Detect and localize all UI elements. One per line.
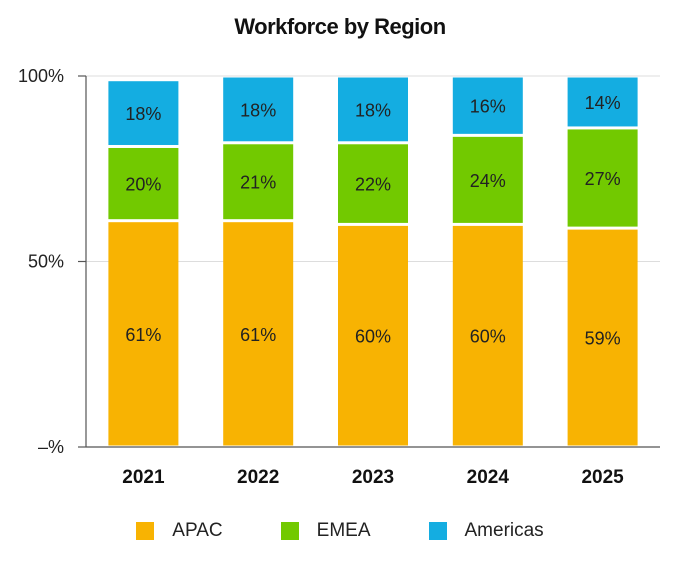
x-tick-label-2025: 2025 (581, 467, 624, 488)
bar-emea-2023 (338, 144, 408, 223)
x-tick-label-2023: 2023 (352, 467, 394, 488)
legend-swatch-apac (136, 522, 155, 540)
bar-americas-2025 (567, 77, 638, 127)
data-label-emea-2022: 21% (240, 173, 276, 193)
data-label-apac-2022: 61% (240, 325, 276, 345)
legend-item-apac: APAC (136, 520, 223, 542)
data-label-apac-2025: 59% (585, 329, 621, 349)
legend-swatch-americas (428, 522, 447, 540)
x-tick-label-2021: 2021 (122, 467, 165, 488)
data-label-americas-2022: 18% (240, 100, 276, 120)
legend-label-apac: APAC (172, 520, 223, 541)
y-tick-label: 100% (18, 66, 64, 86)
bar-americas-2024 (452, 77, 523, 134)
bar-apac-2022 (223, 222, 294, 446)
chart-title: Workforce by Region (234, 14, 446, 39)
legend-label-emea: EMEA (316, 520, 371, 541)
data-label-americas-2023: 18% (355, 100, 391, 120)
legend-item-emea: EMEA (280, 520, 371, 542)
bar-apac-2025 (567, 229, 638, 446)
y-tick-label: 50% (28, 252, 64, 272)
bar-americas-2022 (223, 77, 294, 142)
bar-americas-2023 (338, 77, 408, 142)
bar-emea-2024 (452, 136, 523, 223)
data-label-emea-2023: 22% (355, 175, 391, 195)
data-label-apac-2023: 60% (355, 327, 391, 347)
data-label-americas-2021: 18% (125, 104, 161, 124)
data-label-emea-2025: 27% (585, 169, 621, 189)
data-label-americas-2024: 16% (470, 97, 506, 117)
data-label-apac-2024: 60% (470, 327, 506, 347)
x-tick-label-2024: 2024 (467, 467, 510, 488)
bar-emea-2022 (223, 144, 294, 220)
x-tick-label-2022: 2022 (237, 467, 279, 488)
legend-swatch-emea (280, 522, 299, 540)
bar-emea-2025 (567, 129, 638, 227)
chart-legend: APAC EMEA Americas (0, 520, 680, 542)
legend-label-americas: Americas (464, 520, 544, 541)
y-tick-label: –% (38, 437, 64, 457)
bar-emea-2021 (108, 147, 179, 220)
data-label-apac-2021: 61% (125, 325, 161, 345)
bar-apac-2023 (338, 225, 408, 446)
data-label-emea-2021: 20% (125, 175, 161, 195)
bar-apac-2021 (108, 222, 179, 446)
bar-apac-2024 (452, 225, 523, 446)
bar-americas-2021 (108, 81, 179, 145)
data-label-emea-2024: 24% (470, 171, 506, 191)
legend-item-americas: Americas (428, 520, 544, 542)
data-label-americas-2025: 14% (585, 93, 621, 113)
